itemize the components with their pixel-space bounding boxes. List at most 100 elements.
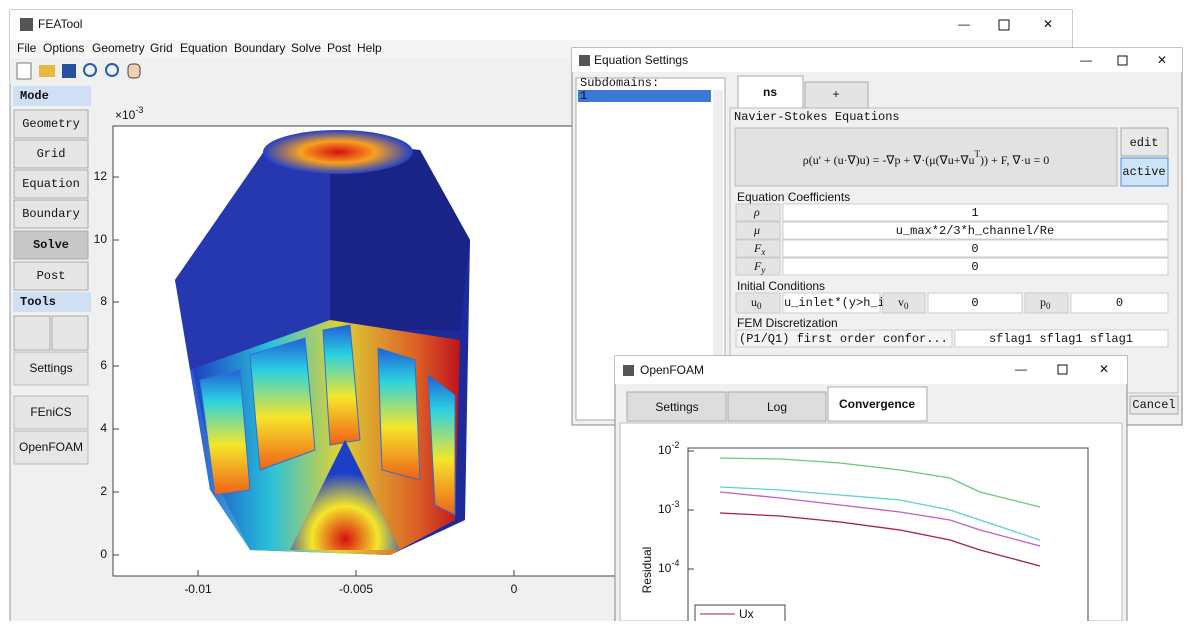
ic-symbol-cell <box>735 292 781 314</box>
ic-symbol-script: 0 <box>1046 301 1051 311</box>
tool-button-label: Settings <box>29 361 72 375</box>
fem-flags-field[interactable] <box>954 329 1169 348</box>
tool-button[interactable] <box>13 395 89 430</box>
ic-symbol: p0 <box>1040 295 1051 311</box>
active-button[interactable] <box>1120 157 1169 187</box>
mode-button[interactable] <box>13 230 89 260</box>
of-title: OpenFOAM <box>640 363 704 377</box>
coef-value-field[interactable] <box>782 221 1169 240</box>
tab-label: Convergence <box>839 397 915 411</box>
equation-part: )) + F, ∇·u = 0 <box>980 153 1049 167</box>
scrollbar <box>713 90 723 418</box>
minimize[interactable]: — <box>958 17 970 31</box>
mode-button[interactable] <box>13 261 89 291</box>
mode-button-label: Boundary <box>22 207 80 221</box>
mode-button[interactable] <box>13 169 89 199</box>
of-maximize[interactable] <box>1057 364 1068 375</box>
ic-symbol-script: 0 <box>757 301 762 311</box>
coef-symbol-script: y <box>760 265 765 275</box>
tool-icon-button[interactable] <box>13 315 51 351</box>
mode-button[interactable] <box>13 199 89 229</box>
menu-item[interactable]: Boundary <box>234 41 285 55</box>
tab-add[interactable] <box>804 81 869 109</box>
subdomain-selected[interactable] <box>578 90 711 102</box>
eq-maximize[interactable] <box>1117 55 1128 66</box>
coef-symbol: Fx <box>753 241 765 257</box>
mode-button[interactable] <box>13 109 89 139</box>
tools-header-label: Tools <box>20 295 56 309</box>
menu-item[interactable]: Help <box>357 41 382 55</box>
ic-symbol: v0 <box>898 295 909 311</box>
of-close[interactable]: ✕ <box>1099 362 1109 376</box>
ic-value-field[interactable] <box>1070 292 1169 314</box>
of-y-tick-label-base: 10 <box>658 443 672 457</box>
mode-button[interactable] <box>13 139 89 169</box>
menu-item[interactable]: Solve <box>291 41 321 55</box>
ic-value-field[interactable] <box>927 292 1023 314</box>
ic-value: 0 <box>1116 296 1123 310</box>
coef-symbol-script: x <box>760 247 765 257</box>
eq-minimize[interactable]: — <box>1080 53 1092 67</box>
menu-item[interactable]: Grid <box>150 41 173 55</box>
tool-icon-button[interactable] <box>51 315 89 351</box>
of-y-tick-label: 10-2 <box>658 440 679 457</box>
x-tick-label: -0.01 <box>184 582 212 596</box>
title-bar <box>10 10 1072 40</box>
y-scale: ×10-3 <box>115 105 143 122</box>
maximize[interactable] <box>998 19 1010 31</box>
group-label: Navier-Stokes Equations <box>734 110 900 124</box>
fem-dropdown[interactable] <box>735 329 953 348</box>
eq-close[interactable]: ✕ <box>1157 53 1167 67</box>
legend-label: Ux <box>739 607 754 621</box>
ic-symbol-base: p <box>1040 295 1046 309</box>
toolbar-icons <box>16 62 141 80</box>
of-minimize[interactable]: — <box>1015 362 1027 376</box>
tool-button[interactable] <box>13 351 89 386</box>
menu-item[interactable]: Options <box>43 41 84 55</box>
coef-value-field[interactable] <box>782 257 1169 276</box>
close[interactable]: ✕ <box>1043 17 1053 31</box>
subdomain-item: 1 <box>580 89 587 103</box>
edit-button[interactable] <box>1120 127 1169 157</box>
coef-symbol: Fy <box>753 259 765 275</box>
tab-ns[interactable] <box>737 75 804 109</box>
ic-symbol-cell <box>1024 292 1069 314</box>
of-y-tick-label: 10-4 <box>658 558 679 575</box>
equation-box <box>734 127 1118 187</box>
menu-item[interactable]: Post <box>327 41 352 55</box>
x-tick-label: -0.005 <box>339 582 373 596</box>
residual-curves <box>719 457 1041 567</box>
of-title-bar <box>615 356 1127 384</box>
y-tick-label: 6 <box>100 358 107 372</box>
mode-button-label: Equation <box>22 177 80 191</box>
of-y-tick-label-script: -3 <box>671 499 679 509</box>
menu-item[interactable]: Geometry <box>92 41 145 55</box>
of-y-tick-label: 10-3 <box>658 499 679 516</box>
3d-model <box>175 130 470 555</box>
tab-label: Log <box>767 400 787 414</box>
coef-value-field[interactable] <box>782 239 1169 258</box>
coef-value: 1 <box>971 206 978 220</box>
ic-symbol-base: v <box>898 295 904 309</box>
tab-label: + <box>832 87 839 101</box>
of-y-tick-label-script: -2 <box>671 440 679 450</box>
coef-value-field[interactable] <box>782 203 1169 222</box>
y-tick-label: 2 <box>100 484 107 498</box>
menu-item[interactable]: Equation <box>180 41 227 55</box>
y-tick-label: 12 <box>94 169 108 183</box>
section-label: Equation Coefficients <box>737 190 850 204</box>
cancel-label: Cancel <box>1132 398 1175 412</box>
coef-symbol-base: F <box>753 241 762 255</box>
tool-button[interactable] <box>13 430 89 465</box>
coef-symbol-base: F <box>753 259 762 273</box>
coef-value: u_max*2/3*h_channel/Re <box>896 224 1054 238</box>
cancel-button[interactable] <box>1129 395 1179 415</box>
tool-button-label: OpenFOAM <box>19 440 83 454</box>
tab-convergence[interactable] <box>827 386 928 422</box>
mode-button-label: Solve <box>33 238 69 252</box>
ic-value-field[interactable] <box>782 292 881 314</box>
tab-settings[interactable] <box>626 391 727 422</box>
menu-item[interactable]: File <box>17 41 37 55</box>
tab-log[interactable] <box>727 391 827 422</box>
